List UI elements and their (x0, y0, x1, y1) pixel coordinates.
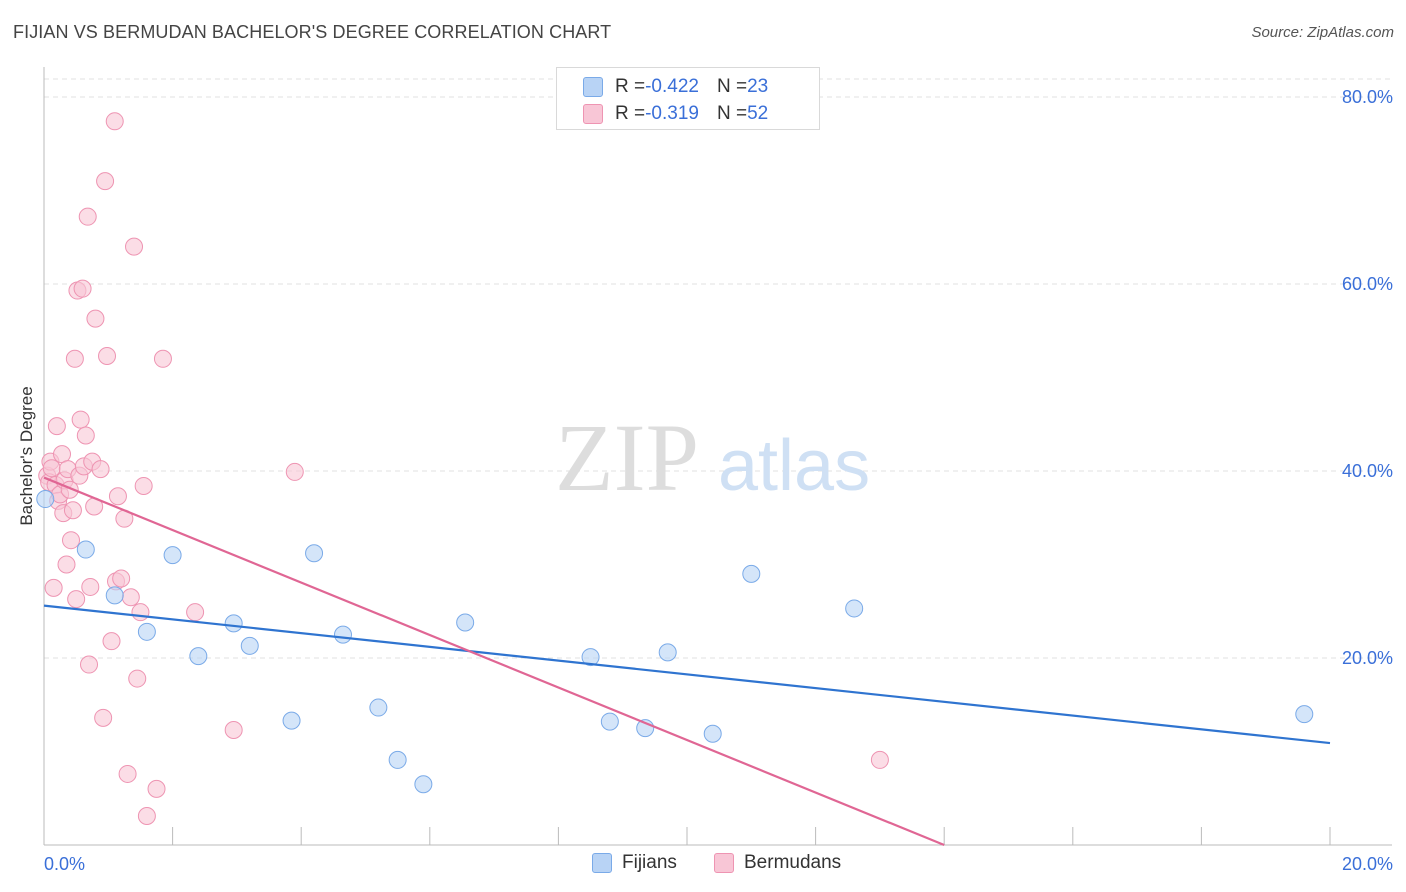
watermark-zip: ZIP (555, 404, 699, 511)
bermudans-point (57, 555, 76, 574)
bermudans-point (125, 237, 144, 256)
y-tick-label: 40.0% (1342, 461, 1393, 481)
bermudans-point (147, 779, 166, 798)
bermudans-point (86, 309, 105, 328)
legend-n-label: N = (716, 76, 748, 97)
bermudans-point (47, 417, 66, 436)
bermudans-point (44, 578, 63, 597)
bermudans-point (91, 460, 110, 479)
fijians-point (703, 724, 722, 743)
bermudans-point (94, 708, 113, 727)
bermudans-swatch (714, 853, 734, 873)
y-tick-label: 80.0% (1342, 87, 1393, 107)
fijians-point (282, 711, 301, 730)
legend-item-bermudans[interactable]: Bermudans (714, 852, 841, 874)
legend-n-value: 23 (747, 76, 769, 97)
bermudans-trend-line (43, 476, 945, 847)
legend-r-value: -0.422 (645, 76, 699, 97)
fijians-point (658, 643, 677, 662)
fijians-point (137, 622, 156, 641)
bermudans-point (81, 577, 100, 596)
bermudans-point (98, 346, 117, 365)
legend-r-value: -0.319 (645, 103, 699, 124)
legend-row-fijians: R = -0.422 N = 23 (583, 75, 768, 99)
fijians-point (388, 750, 407, 769)
fijians-point (414, 775, 433, 794)
bermudans-point (870, 750, 889, 769)
bermudans-point (42, 459, 61, 478)
bermudans-point (121, 588, 140, 607)
bermudans-point (134, 476, 153, 495)
fijians-point (456, 613, 475, 632)
bermudans-point (137, 807, 156, 826)
fijians-point (333, 625, 352, 644)
x-tick-label: 0.0% (44, 854, 85, 874)
bermudans-point (285, 462, 304, 481)
bermudans-point (108, 487, 127, 506)
fijians-trend-line (43, 604, 1331, 745)
bermudans-point (65, 349, 84, 368)
fijians-swatch (592, 853, 612, 873)
bermudans-point (96, 172, 115, 191)
legend-r-label: R = (615, 76, 646, 97)
series-legend: Fijians Bermudans (0, 852, 1406, 876)
watermark-atlas: atlas (718, 426, 870, 506)
fijians-point (76, 540, 95, 559)
bermudans-swatch (583, 104, 603, 124)
bermudans-point (62, 531, 81, 550)
bermudans-point (76, 426, 95, 445)
bermudans-point (186, 603, 205, 622)
y-tick-label: 20.0% (1342, 648, 1393, 668)
source-label: Source: ZipAtlas.com (1251, 24, 1394, 41)
fijians-point (224, 614, 243, 633)
legend-n-value: 52 (747, 103, 769, 124)
fijians-point (105, 586, 124, 605)
legend-r-label: R = (615, 103, 646, 124)
fijians-point (581, 648, 600, 667)
legend-item-fijians[interactable]: Fijians (592, 852, 677, 874)
fijians-point (36, 490, 55, 509)
fijians-point (305, 544, 324, 563)
legend-n-label: N = (716, 103, 748, 124)
bermudans-point (131, 603, 150, 622)
fijians-point (369, 698, 388, 717)
bermudans-point (71, 410, 90, 429)
bermudans-point (67, 590, 86, 609)
fijians-point (189, 647, 208, 666)
correlation-legend: R = -0.422 N = 23 R = -0.319 N = 52 (556, 67, 820, 130)
fijians-point (240, 636, 259, 655)
bermudans-point (118, 764, 137, 783)
bermudans-point (53, 445, 72, 464)
fijians-swatch (583, 77, 603, 97)
chart-title: FIJIAN VS BERMUDAN BACHELOR'S DEGREE COR… (13, 22, 612, 42)
bermudans-point (105, 112, 124, 131)
legend-label-bermudans: Bermudans (744, 852, 842, 873)
fijians-point (1295, 705, 1314, 724)
bermudans-point (102, 632, 121, 651)
fijians-point (163, 546, 182, 565)
legend-label-fijians: Fijians (622, 852, 677, 873)
fijians-point (742, 564, 761, 583)
bermudans-point (112, 569, 131, 588)
bermudans-point (153, 349, 172, 368)
y-axis-label: Bachelor's Degree (17, 386, 36, 526)
bermudans-point (128, 669, 147, 688)
y-tick-label: 60.0% (1342, 274, 1393, 294)
fijians-point (600, 712, 619, 731)
bermudans-point (63, 501, 82, 520)
bermudans-point (78, 207, 97, 226)
x-tick-label: 20.0% (1342, 854, 1393, 874)
bermudans-point (73, 279, 92, 298)
fijians-point (845, 599, 864, 618)
legend-row-bermudans: R = -0.319 N = 52 (583, 102, 768, 126)
bermudans-point (80, 655, 99, 674)
bermudans-point (224, 720, 243, 739)
